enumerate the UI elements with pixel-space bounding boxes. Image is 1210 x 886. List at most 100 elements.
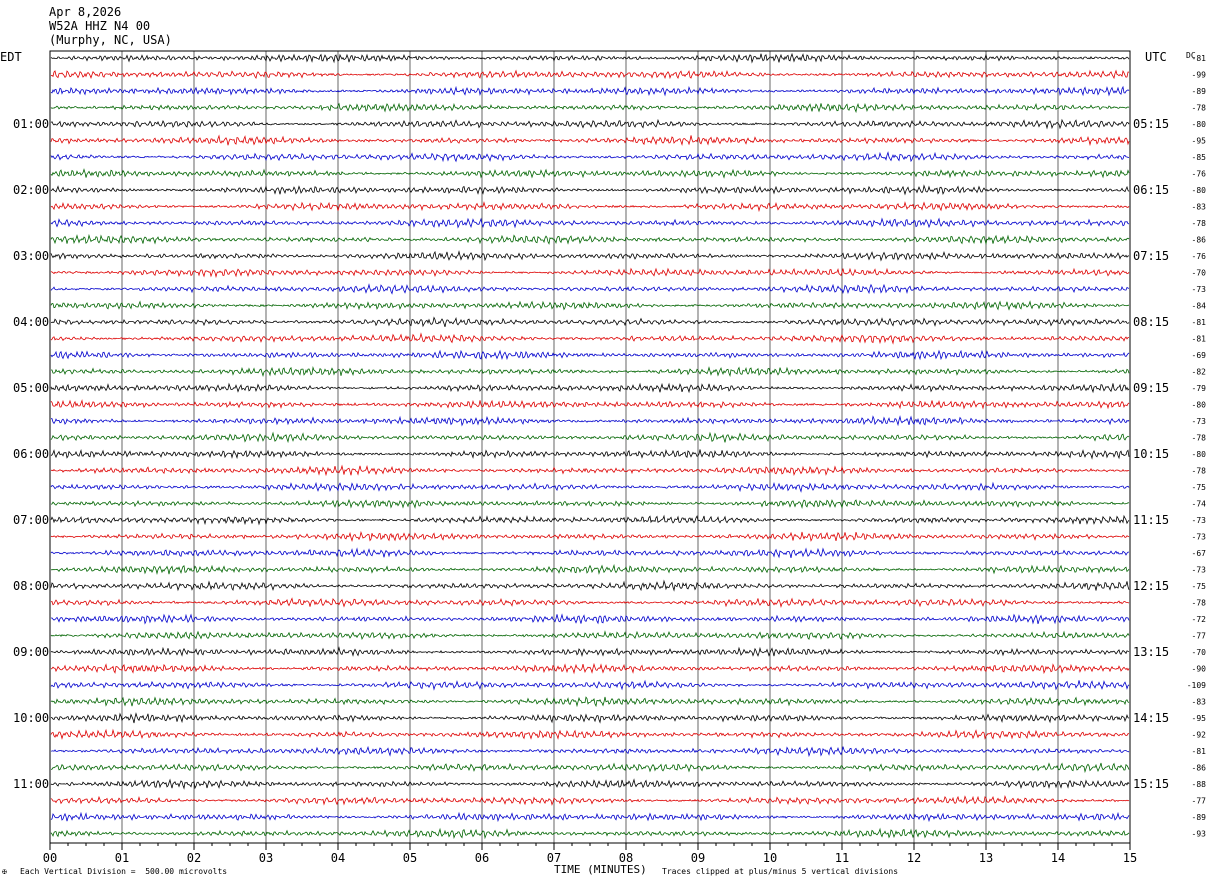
seismic-trace	[50, 696, 1130, 708]
dc-value-label: -78	[1192, 219, 1207, 228]
dc-value-label: -76	[1192, 252, 1207, 261]
dc-value-label: -78	[1192, 434, 1207, 443]
seismic-trace	[50, 233, 1130, 246]
seismic-trace	[50, 827, 1130, 840]
seismic-trace	[50, 481, 1130, 493]
left-time-label: 04:00	[13, 315, 49, 329]
seismic-trace	[50, 579, 1130, 592]
dc-value-label: -95	[1192, 137, 1207, 146]
seismic-trace	[50, 547, 1129, 559]
dc-value-label: -73	[1192, 285, 1207, 294]
dc-value-label: -83	[1192, 203, 1207, 212]
dc-value-label: -93	[1192, 830, 1207, 839]
vertical-division-note: Each Vertical Division = 500.00 microvol…	[20, 867, 228, 876]
dc-value-label: -80	[1192, 186, 1207, 195]
seismic-trace	[51, 366, 1130, 377]
dc-value-label: -70	[1192, 648, 1207, 657]
left-timezone-label: EDT	[0, 50, 22, 64]
right-time-label: 07:15	[1133, 249, 1169, 263]
left-time-label: 05:00	[13, 381, 49, 395]
dc-value-label: -78	[1192, 467, 1207, 476]
dc-value-label: -109	[1187, 681, 1206, 690]
left-time-label: 03:00	[13, 249, 49, 263]
dc-value-label: -88	[1192, 780, 1207, 789]
station-location: (Murphy, NC, USA)	[49, 33, 172, 47]
dc-value-label: -80	[1192, 401, 1207, 410]
seismic-trace	[50, 85, 1130, 97]
dc-value-label: -78	[1192, 104, 1207, 113]
dc-value-label: -92	[1192, 731, 1207, 740]
right-time-label: 10:15	[1133, 447, 1169, 461]
x-tick-label: 14	[1051, 851, 1065, 865]
dc-value-label: -81	[1192, 318, 1207, 327]
x-tick-label: 06	[475, 851, 489, 865]
seismic-trace	[50, 762, 1130, 774]
right-time-label: 08:15	[1133, 315, 1169, 329]
left-time-label: 11:00	[13, 777, 49, 791]
left-time-label: 07:00	[13, 513, 49, 527]
dc-value-label: -85	[1192, 153, 1207, 162]
dc-value-label: -81	[1192, 335, 1207, 344]
seismic-trace	[50, 613, 1130, 625]
seismic-trace	[50, 52, 1130, 64]
seismic-trace	[50, 712, 1130, 724]
dc-value-label: -99	[1192, 71, 1207, 80]
dc-value-label: -80	[1192, 450, 1207, 459]
dc-value-label: -73	[1192, 533, 1207, 542]
right-time-label: 11:15	[1133, 513, 1169, 527]
x-tick-label: 07	[547, 851, 561, 865]
dc-value-label: -74	[1192, 500, 1207, 509]
dc-value-label: -83	[1192, 698, 1207, 707]
dc-value-label: -95	[1192, 714, 1207, 723]
seismic-trace	[50, 778, 1130, 790]
seismic-trace	[50, 449, 1130, 460]
crosshair-icon: ✠	[2, 867, 7, 876]
right-time-label: 09:15	[1133, 381, 1169, 395]
plot-frame	[49, 50, 1131, 844]
dc-value-label: -69	[1192, 351, 1207, 360]
x-tick-label: 04	[331, 851, 345, 865]
left-time-label: 06:00	[13, 447, 49, 461]
seismic-trace	[50, 630, 1130, 640]
dc-value-label: -67	[1192, 549, 1207, 558]
seismic-trace	[50, 283, 1130, 295]
x-tick-label: 02	[187, 851, 201, 865]
x-tick-label: 15	[1123, 851, 1137, 865]
dc-value-label: -73	[1192, 516, 1207, 525]
seismic-trace	[50, 794, 1130, 806]
dc-value-label: -81	[1192, 54, 1207, 63]
seismic-trace	[50, 118, 1130, 130]
dc-value-label: -75	[1192, 483, 1207, 492]
seismic-trace	[50, 811, 1130, 823]
seismic-trace	[50, 646, 1130, 657]
x-tick-label: 12	[907, 851, 921, 865]
x-tick-label: 00	[43, 851, 57, 865]
seismic-trace	[50, 102, 1130, 114]
dc-value-label: -75	[1192, 582, 1207, 591]
x-tick-label: 05	[403, 851, 417, 865]
seismic-trace	[50, 217, 1130, 229]
seismic-trace	[50, 349, 1130, 361]
seismic-trace	[50, 201, 1130, 213]
seismic-trace	[50, 399, 1130, 410]
x-tick-label: 03	[259, 851, 273, 865]
seismic-trace	[50, 168, 1130, 179]
dc-value-label: -76	[1192, 170, 1207, 179]
seismic-trace	[50, 134, 1130, 147]
x-tick-label: 09	[691, 851, 705, 865]
dc-value-label: -86	[1192, 236, 1207, 245]
seismic-trace	[50, 662, 1130, 675]
station-id: W52A HHZ N4 00	[49, 19, 151, 33]
seismic-trace	[50, 184, 1130, 196]
right-timezone-label: UTC	[1145, 50, 1167, 64]
right-time-label: 05:15	[1133, 117, 1169, 131]
seismic-trace	[50, 563, 1130, 575]
dc-value-label: -72	[1192, 615, 1207, 624]
seismic-trace	[50, 597, 1130, 608]
x-tick-label: 08	[619, 851, 633, 865]
dc-value-label: -77	[1192, 632, 1207, 641]
dc-value-label: -90	[1192, 665, 1207, 674]
dc-value-label: -86	[1192, 764, 1207, 773]
seismic-trace	[50, 745, 1130, 758]
